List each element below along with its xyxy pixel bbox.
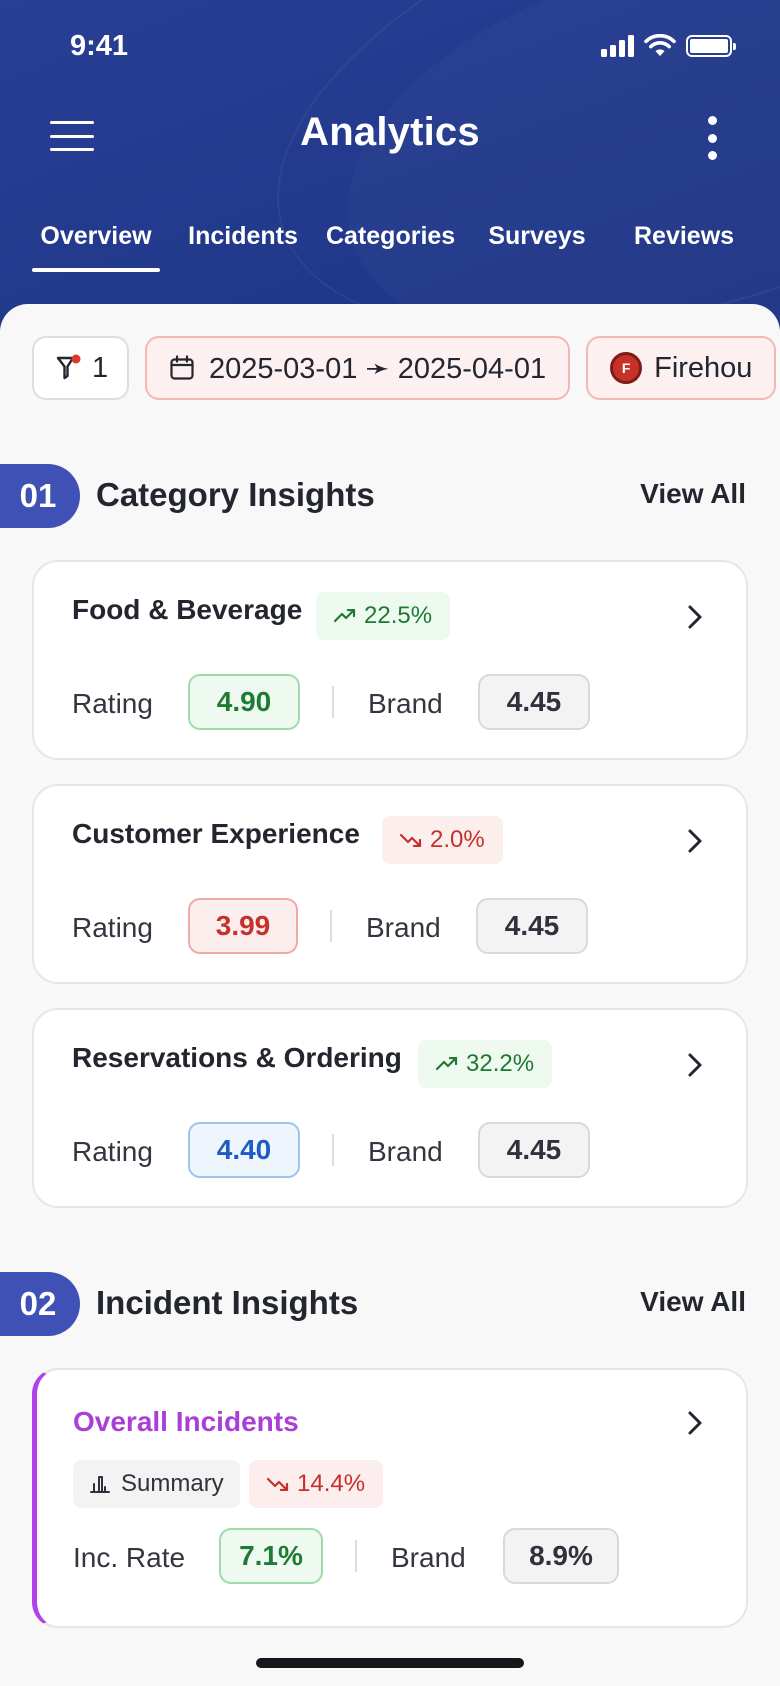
rating-value: 3.99 — [188, 898, 298, 954]
incident-insights-header: 02 Incident Insights View All — [0, 1272, 780, 1336]
category-title: Food & Beverage — [72, 594, 303, 625]
trend-value: 2.0% — [430, 826, 485, 853]
divider — [330, 910, 332, 942]
cellular-signal-icon — [601, 35, 634, 57]
nav-bar: Analytics — [0, 96, 780, 176]
rating-label: Rating — [72, 912, 153, 943]
trend-badge: 32.2% — [418, 1040, 553, 1088]
trend-badge: 2.0% — [382, 816, 503, 864]
trend-value: 32.2% — [466, 1050, 535, 1077]
incident-title: Overall Incidents — [73, 1406, 299, 1437]
chevron-right-icon — [688, 1053, 702, 1077]
date-range-text: 2025-03-01 ➛ 2025-04-01 — [209, 352, 547, 385]
content-sheet: 1 2025-03-01 ➛ 2025-04-01 F Firehou 01 C… — [0, 304, 780, 1686]
trending-down-icon — [400, 833, 422, 847]
section-number: 01 — [0, 464, 80, 528]
chevron-right-icon — [688, 829, 702, 853]
filter-bar: 1 2025-03-01 ➛ 2025-04-01 F Firehou — [32, 336, 777, 400]
store-name: Firehou — [654, 351, 753, 384]
rating-value: 4.90 — [188, 674, 300, 730]
brand-label: Brand — [391, 1542, 466, 1573]
incident-rate-label: Inc. Rate — [73, 1542, 186, 1573]
tab-surveys[interactable]: Surveys — [488, 222, 586, 250]
section-number: 02 — [0, 1272, 80, 1336]
battery-icon — [686, 35, 736, 57]
tab-reviews[interactable]: Reviews — [634, 222, 735, 250]
section-title: Incident Insights — [96, 1284, 359, 1321]
home-indicator — [256, 1658, 524, 1668]
brand-value: 8.9% — [503, 1528, 619, 1584]
trending-up-icon — [334, 609, 356, 623]
more-options-icon[interactable] — [702, 116, 722, 160]
chevron-right-icon — [688, 1411, 702, 1435]
wifi-icon — [644, 34, 676, 56]
page-title: Analytics — [300, 110, 480, 154]
section-title: Category Insights — [96, 476, 375, 513]
rating-value: 4.40 — [188, 1122, 300, 1178]
summary-tag: Summary — [73, 1460, 240, 1508]
divider — [332, 1134, 334, 1166]
chevron-right-icon — [688, 605, 702, 629]
tab-overview[interactable]: Overview — [32, 200, 160, 272]
menu-icon[interactable] — [50, 118, 94, 154]
trend-badge: 14.4% — [249, 1460, 384, 1508]
filter-count-chip[interactable]: 1 — [32, 336, 129, 400]
tab-bar: Overview Incidents Categories Surveys Re… — [0, 200, 780, 272]
rating-label: Rating — [72, 1136, 153, 1167]
category-card-food-beverage[interactable]: Food & Beverage 22.5% Rating 4.90 Brand … — [32, 560, 748, 760]
incident-rate-value: 7.1% — [219, 1528, 323, 1584]
category-card-customer-experience[interactable]: Customer Experience 2.0% Rating 3.99 Bra… — [32, 784, 748, 984]
status-time: 9:41 — [70, 30, 129, 62]
category-card-reservations-ordering[interactable]: Reservations & Ordering 32.2% Rating 4.4… — [32, 1008, 748, 1208]
category-insights-header: 01 Category Insights View All — [0, 464, 780, 528]
brand-label: Brand — [368, 688, 443, 719]
filter-count: 1 — [92, 351, 109, 384]
app-header: 9:41 Analytics Overview Incidents Catego… — [0, 0, 780, 330]
status-icons — [601, 34, 736, 58]
brand-value: 4.45 — [478, 674, 590, 730]
brand-label: Brand — [368, 1136, 443, 1167]
brand-label: Brand — [366, 912, 441, 943]
incident-card-overall[interactable]: Overall Incidents Summary 14.4% Inc. Rat… — [32, 1368, 748, 1628]
trend-value: 22.5% — [364, 602, 433, 629]
trend-value: 14.4% — [297, 1470, 366, 1497]
divider — [355, 1540, 357, 1572]
tab-incidents[interactable]: Incidents — [188, 222, 298, 250]
trend-badge: 22.5% — [316, 592, 451, 640]
brand-value: 4.45 — [476, 898, 588, 954]
store-chip[interactable]: F Firehou — [586, 336, 777, 400]
filter-icon — [56, 354, 81, 380]
trending-up-icon — [436, 1057, 458, 1071]
summary-label: Summary — [121, 1470, 224, 1497]
store-logo-icon: F — [610, 352, 643, 384]
status-bar: 9:41 — [0, 0, 780, 96]
category-title: Reservations & Ordering — [72, 1042, 402, 1073]
divider — [332, 686, 334, 718]
date-range-chip[interactable]: 2025-03-01 ➛ 2025-04-01 — [145, 336, 571, 400]
calendar-icon — [170, 355, 194, 380]
tab-categories[interactable]: Categories — [326, 222, 456, 250]
view-all-link[interactable]: View All — [640, 478, 746, 509]
rating-label: Rating — [72, 688, 153, 719]
view-all-link[interactable]: View All — [640, 1286, 746, 1317]
brand-value: 4.45 — [478, 1122, 590, 1178]
category-title: Customer Experience — [72, 818, 360, 849]
bar-chart-icon — [90, 1476, 110, 1493]
trending-down-icon — [267, 1477, 289, 1491]
